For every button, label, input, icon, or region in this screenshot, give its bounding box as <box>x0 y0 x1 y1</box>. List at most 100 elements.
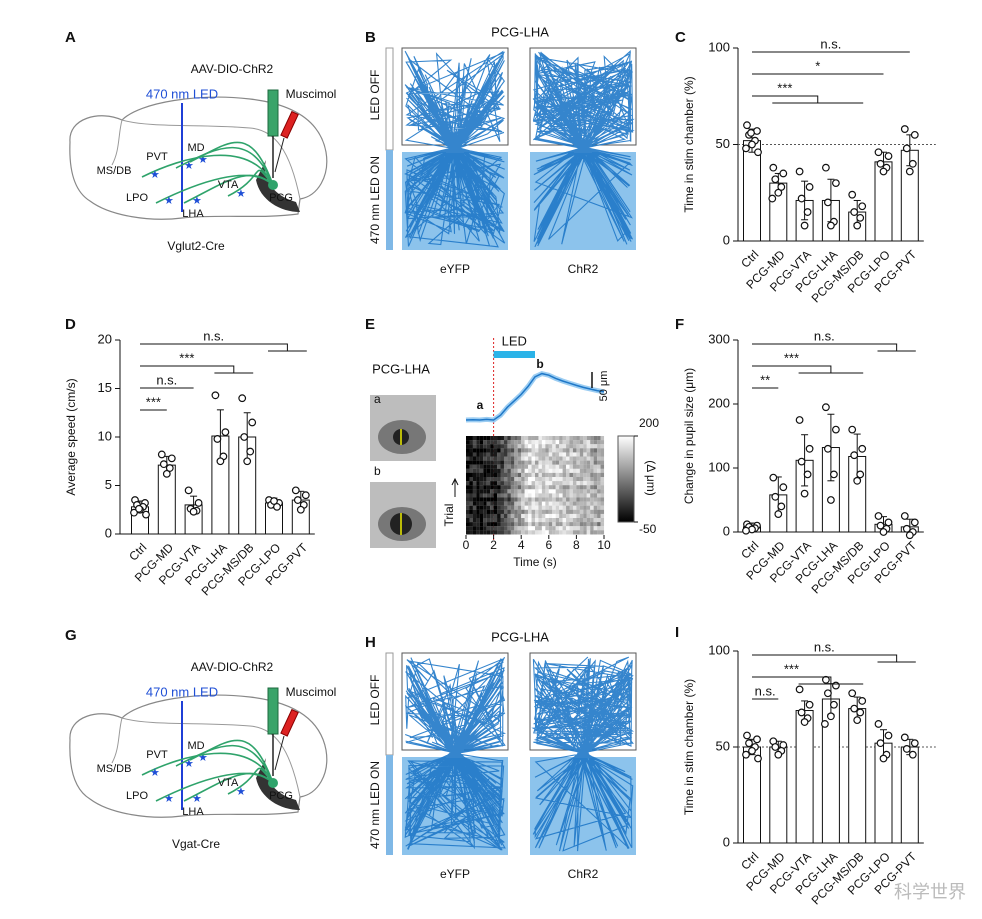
heat-cell <box>469 505 473 510</box>
significance: n.s. <box>755 683 776 698</box>
heat-cell <box>483 460 487 465</box>
data-point <box>805 444 814 453</box>
heat-cell <box>579 436 584 441</box>
heat-cell <box>548 477 553 482</box>
data-point <box>850 208 859 216</box>
panel-letter: E <box>365 316 375 333</box>
heat-cell <box>500 481 504 486</box>
heat-cell <box>472 448 477 453</box>
panel-letter: D <box>65 316 76 333</box>
heat-cell <box>566 448 570 453</box>
heat-cell <box>555 448 560 453</box>
heat-cell <box>528 477 532 482</box>
heat-cell <box>562 456 567 461</box>
x-axis-label: Time (s) <box>513 555 557 569</box>
heat-cell <box>593 436 598 441</box>
heat-cell <box>597 489 601 494</box>
heat-cell <box>500 485 504 490</box>
heat-cell <box>517 513 522 519</box>
heat-cell <box>514 501 518 506</box>
heat-cell <box>466 497 470 502</box>
heat-cell <box>469 464 473 469</box>
heat-cell <box>510 460 515 465</box>
heat-cell <box>572 522 577 527</box>
heat-cell <box>576 448 580 453</box>
heat-cell <box>535 497 539 502</box>
data-point <box>853 716 862 725</box>
heat-cell <box>528 485 532 490</box>
significance: n.s. <box>156 372 177 387</box>
x-tick-label: 8 <box>573 538 580 552</box>
heat-cell <box>541 493 546 498</box>
heat-cell <box>576 505 580 510</box>
heat-cell <box>548 489 553 494</box>
data-point <box>774 188 783 197</box>
heat-cell <box>507 464 511 469</box>
heat-cell <box>500 477 504 482</box>
heat-cell <box>552 501 556 506</box>
heat-cell <box>569 472 573 478</box>
y-tick-label: 0 <box>723 523 730 538</box>
heat-cell <box>466 526 470 531</box>
heat-cell <box>497 481 501 486</box>
heat-cell <box>535 505 539 510</box>
heat-cell <box>559 456 563 461</box>
heat-cell <box>514 497 518 502</box>
data-point <box>753 735 761 744</box>
heat-cell <box>528 489 532 494</box>
heat-cell <box>548 526 553 531</box>
heat-cell <box>559 481 563 486</box>
heat-cell <box>476 497 480 502</box>
heat-cell <box>479 522 484 527</box>
heat-cell <box>479 468 484 473</box>
heat-cell <box>493 464 498 469</box>
heat-cell <box>517 440 522 445</box>
data-point <box>189 507 198 516</box>
heat-cell <box>507 448 511 453</box>
heat-cell <box>469 468 473 473</box>
data-point <box>884 731 893 740</box>
heat-cell <box>562 485 567 490</box>
heat-cell <box>597 513 601 519</box>
heat-cell <box>586 440 591 445</box>
data-point <box>858 697 867 705</box>
heat-cell <box>472 440 477 445</box>
heat-cell <box>583 436 587 441</box>
heat-cell <box>507 530 511 535</box>
heat-cell <box>476 513 480 519</box>
heat-cell <box>583 530 587 535</box>
heat-cell <box>576 477 580 482</box>
heat-cell <box>566 501 570 506</box>
stim-star: ★ <box>192 195 202 207</box>
heat-cell <box>472 444 477 449</box>
heat-cell <box>476 489 480 494</box>
heat-cell <box>469 497 473 502</box>
heat-cell <box>524 468 529 473</box>
heat-cell <box>493 481 498 486</box>
heat-cell <box>521 477 525 482</box>
heat-cell <box>572 505 577 510</box>
mouse-line: Vglut2-Cre <box>167 239 225 253</box>
data-point <box>184 486 193 495</box>
heat-cell <box>535 513 539 519</box>
heat-cell <box>579 530 584 535</box>
heat-cell <box>483 501 487 506</box>
colorbar <box>617 435 635 523</box>
heat-cell <box>476 493 480 498</box>
bracket <box>752 95 864 104</box>
heat-cell <box>535 489 539 494</box>
heat-cell <box>507 481 511 486</box>
heat-cell <box>472 452 477 457</box>
heat-cell <box>600 481 605 486</box>
heat-cell <box>566 489 570 494</box>
heat-cell <box>486 526 491 531</box>
heat-cell <box>562 526 567 531</box>
heat-cell <box>490 477 494 482</box>
heat-cell <box>583 456 587 461</box>
heat-cell <box>586 472 591 478</box>
data-point <box>876 739 885 748</box>
heat-cell <box>507 505 511 510</box>
heat-cell <box>486 505 491 510</box>
heat-cell <box>548 501 553 506</box>
